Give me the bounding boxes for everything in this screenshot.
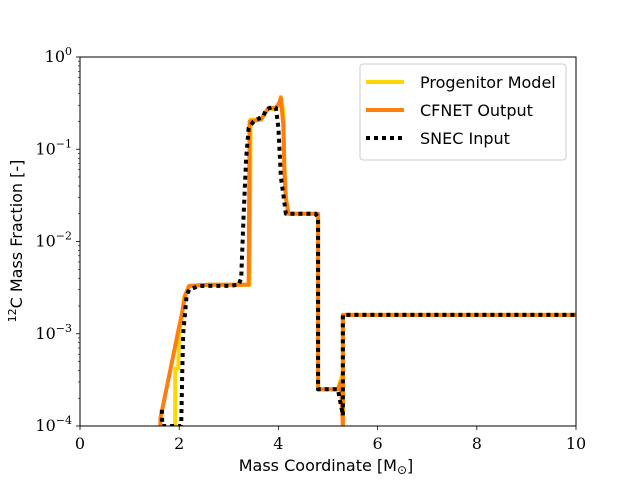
x-axis-label: Mass Coordinate [M⊙] [239,456,414,477]
x-tick-label: 4 [273,434,283,453]
series-layer [158,94,576,426]
x-tick-label: 6 [373,434,383,453]
legend-label-2: CFNET Output [420,101,533,120]
x-tick-label: 10 [566,434,586,453]
x-tick-label: 2 [174,434,184,453]
tick-layer: 0 2 4 6 8 10 10−4 10−3 10−2 10−1 100 [35,45,586,453]
y-tick-label: 10−1 [35,137,72,158]
x-tick-label: 0 [75,434,85,453]
legend: Progenitor Model CFNET Output SNEC Input [359,63,567,161]
y-axis-label: 12C Mass Fraction [-] [6,160,26,323]
y-tick-label: 10−3 [35,322,72,343]
y-tick-label: 10−2 [35,230,72,251]
x-tick-label: 8 [472,434,482,453]
y-axis-label-text: C Mass Fraction [-] [7,160,26,309]
y-tick-label: 100 [45,45,72,66]
legend-label-1: Progenitor Model [420,73,556,92]
y-axis-label-superscript: 12 [6,308,19,322]
y-tick-label: 10−4 [35,414,72,435]
legend-label-3: SNEC Input [420,129,510,148]
sun-symbol: ⊙ [397,463,407,477]
legend-box [359,63,567,161]
